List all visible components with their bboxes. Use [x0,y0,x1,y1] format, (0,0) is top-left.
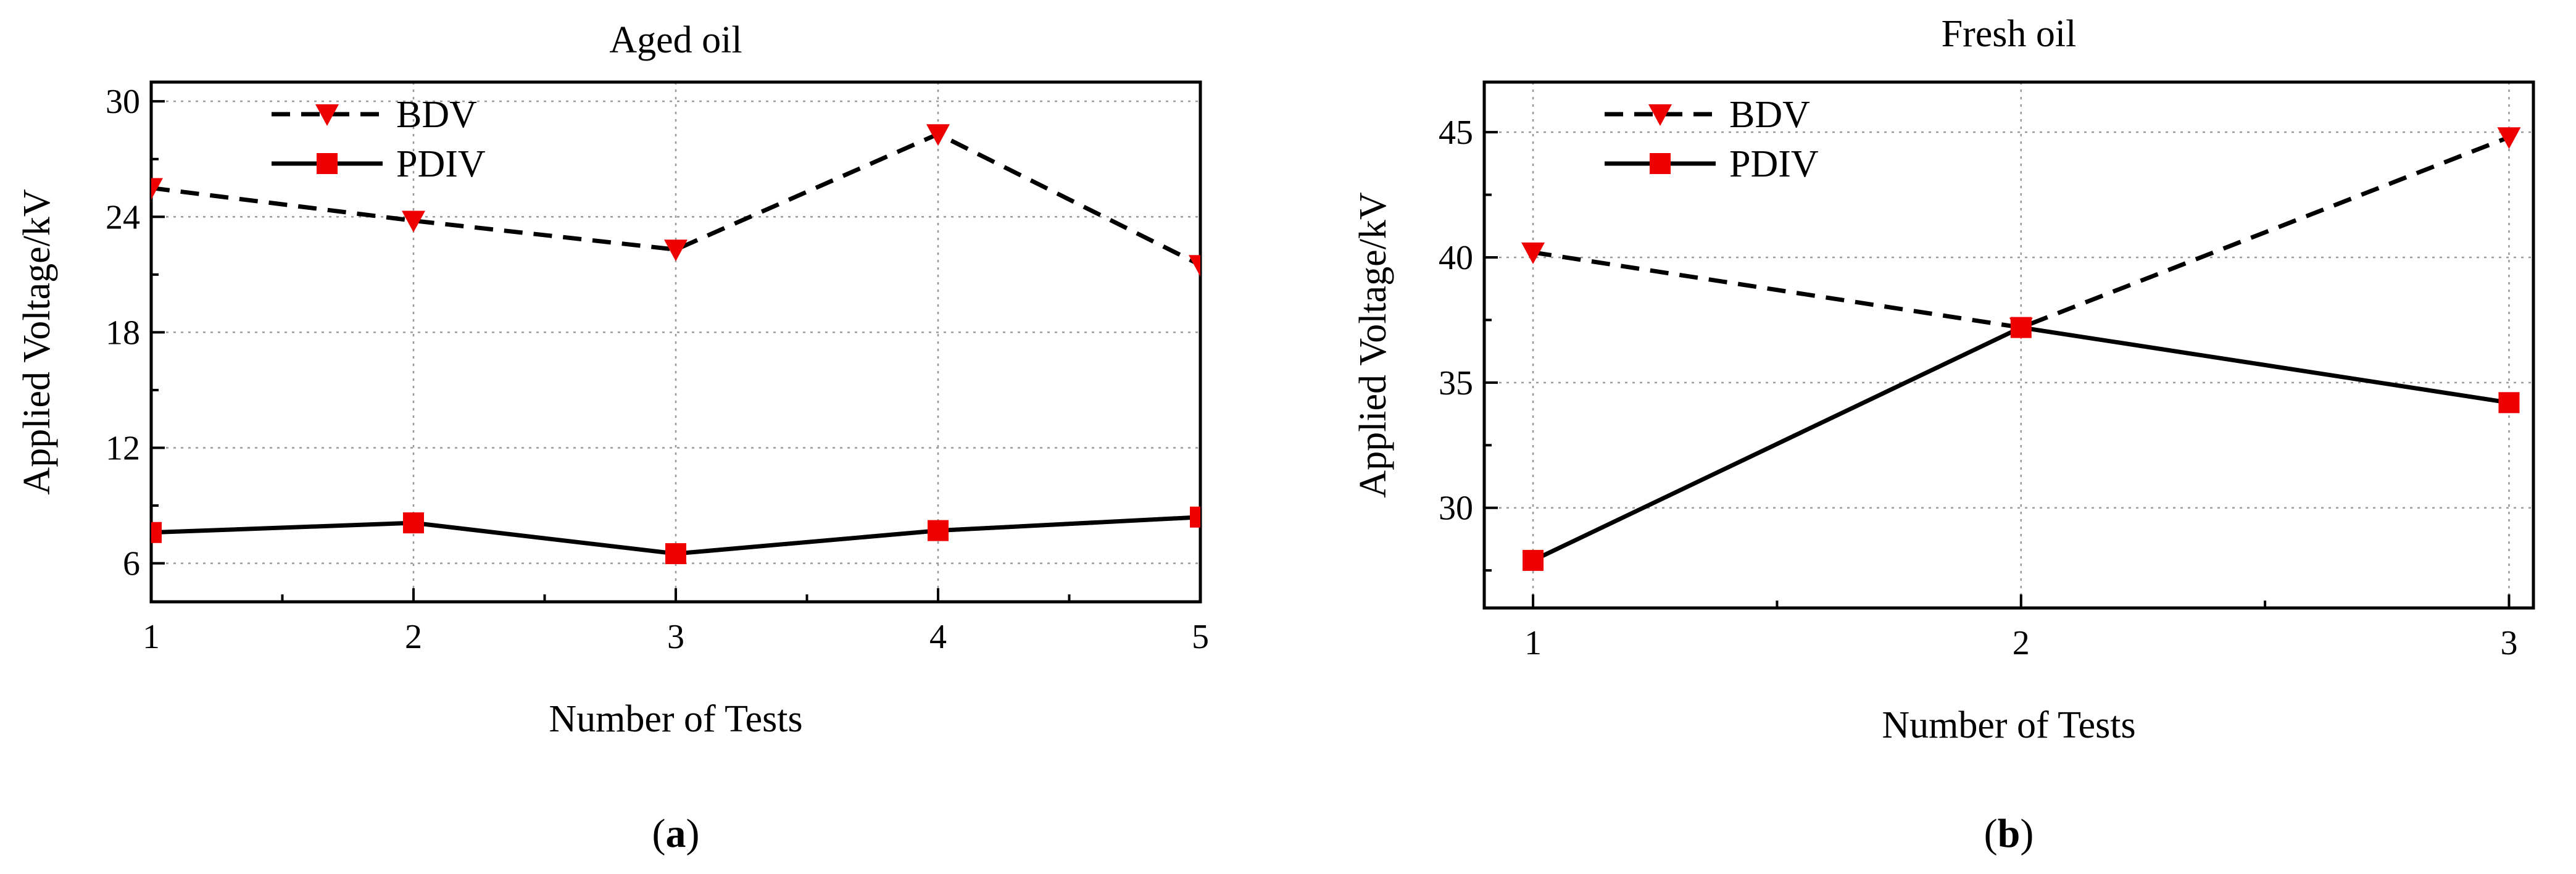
series-pdiv [1523,317,2520,571]
x-tick-label: 1 [143,618,160,656]
bdv-line [1532,135,2510,330]
y-tick-label: 18 [106,314,140,352]
panel-label: (a) [652,811,700,856]
chart-title: Fresh oil [1942,13,2077,55]
bdv-point [151,178,163,200]
y-axis-label: Applied Voltage/kV [1352,192,1394,498]
chart-2: Fresh oil 1 2 3 30 35 40 45 Number of Tests Appli… [1352,13,2535,856]
bdv-point [402,210,425,233]
y-tick-label: 40 [1439,239,1473,277]
pdiv-point [403,512,424,534]
y-axis-label: Applied Voltage/kV [16,189,58,495]
y-tick-label: 24 [106,198,140,236]
x-tick-label: 3 [667,618,684,656]
legend-marker [317,153,338,174]
x-tick-label: 1 [1524,624,1542,662]
series-pdiv [151,506,1200,565]
x-axis-label: Number of Tests [1882,704,2135,746]
y-tick-label: 6 [123,545,140,583]
x-tick-label: 3 [2500,624,2517,662]
legend-label: BDV [1729,94,1810,136]
bdv-point [664,239,688,262]
pdiv-point [2498,392,2520,414]
chart-title: Aged oil [609,19,742,61]
series-bdv [1521,127,2521,339]
pdiv-point [2010,317,2032,338]
pdiv-point [151,522,162,543]
legend-marker [315,104,339,126]
x-axis-label: Number of Tests [549,698,802,740]
x-tick-label: 5 [1192,618,1209,656]
bdv-point [1189,255,1200,277]
pdiv-point [1190,506,1200,528]
plot-frame [1482,80,2535,610]
legend-marker [1648,104,1672,126]
pdiv-point [928,520,949,541]
legend-label: PDIV [1729,143,1819,185]
legend-marker [1650,153,1671,174]
bdv-point [926,124,950,146]
pdiv-point [1523,549,1544,571]
y-tick-label: 30 [106,83,140,121]
x-tick-label: 2 [2013,624,2030,662]
pdiv-line [1532,325,2509,563]
bdv-point [1521,242,1545,264]
bdv-point [2497,127,2521,149]
x-tick-label: 4 [929,618,947,656]
x-tick-label: 2 [405,618,422,656]
legend-label: BDV [396,94,477,136]
pdiv-point [665,543,686,565]
y-tick-label: 35 [1439,364,1473,402]
legend-label: PDIV [396,143,486,185]
y-tick-label: 12 [106,430,140,468]
y-tick-label: 45 [1439,114,1473,152]
series-bdv [151,124,1200,277]
panel-label: (b) [1984,811,2034,856]
y-tick-label: 30 [1439,489,1473,528]
